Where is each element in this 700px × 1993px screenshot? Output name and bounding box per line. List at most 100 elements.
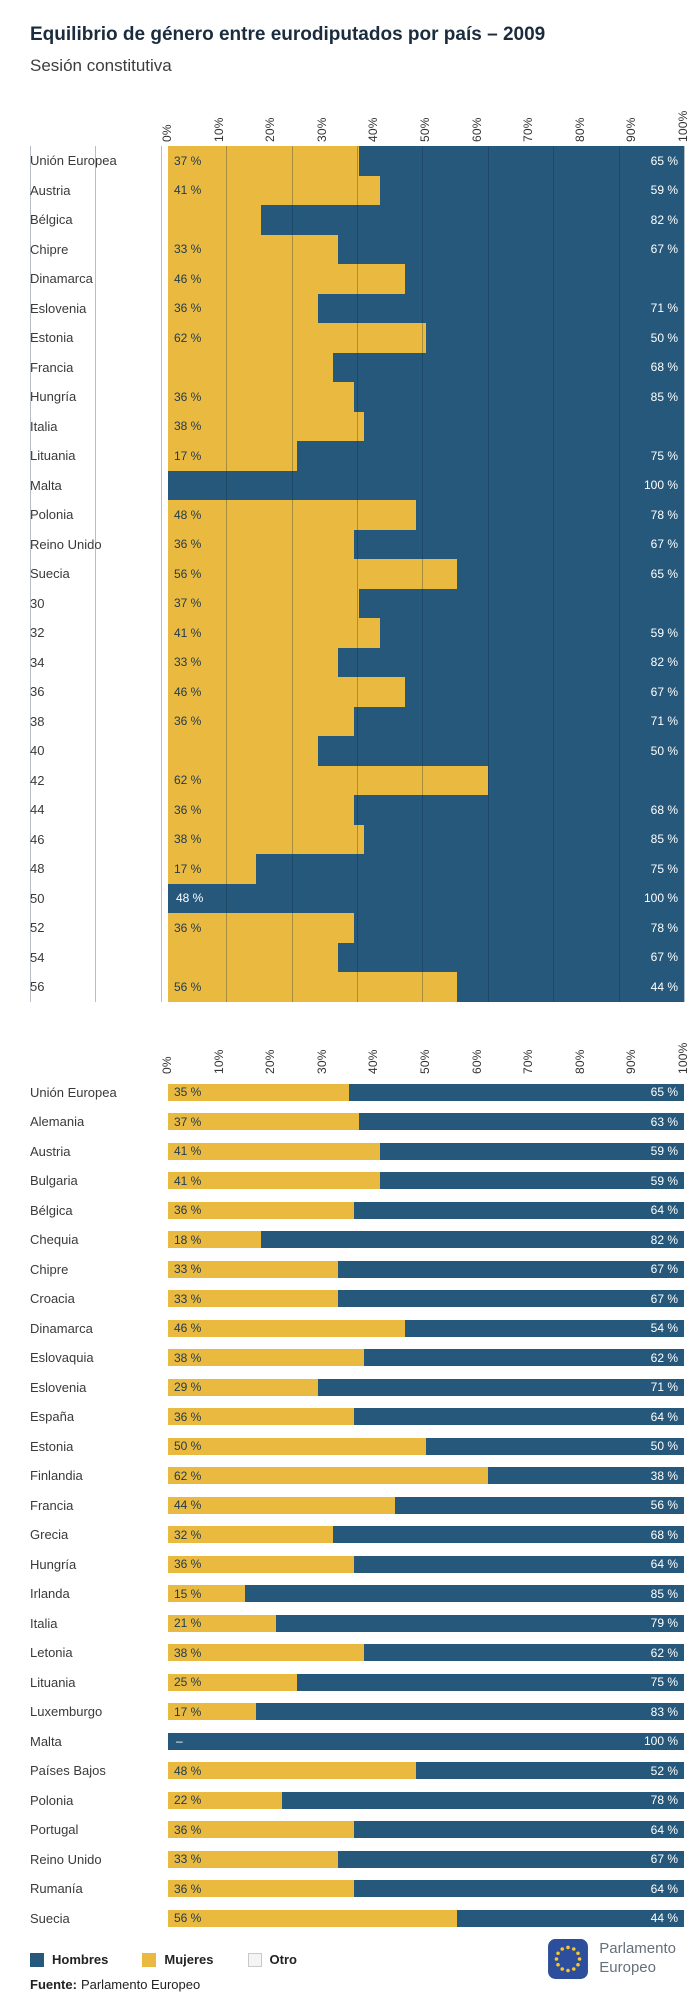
source-value: Parlamento Europeo xyxy=(80,1977,201,1992)
stacked-bar: 36 % 64 % xyxy=(168,1880,684,1898)
mujeres-segment xyxy=(168,1349,365,1367)
stacked-bar: 56 % 44 % xyxy=(168,972,684,1002)
mujeres-pct-label: 22 % xyxy=(174,1793,202,1808)
legend-label-mujeres: Mujeres xyxy=(164,1952,214,1967)
mujeres-segment xyxy=(168,352,334,382)
mujeres-segment xyxy=(168,795,354,825)
hombres-segment xyxy=(353,1201,684,1219)
hombres-pct-label: 67 % xyxy=(650,684,678,699)
bar-row: 34 33 % 82 % xyxy=(30,647,684,677)
stacked-bar: 33 % 67 % xyxy=(168,1290,684,1308)
hombres-pct-label: 85 % xyxy=(650,832,678,847)
mujeres-segment xyxy=(168,500,416,530)
hombres-segment xyxy=(405,1319,684,1337)
ep-logo-line2: Europeo xyxy=(599,1959,656,1976)
bar-row: Alemania 37 % 63 % xyxy=(30,1107,684,1137)
mujeres-pct-label: 46 % xyxy=(174,1321,202,1336)
x-axis-bottom: 0% 10% 20% 30% 40% 50% 60% 70% 80% 90% 100% xyxy=(160,1022,690,1078)
stacked-bar: 36 % 64 % xyxy=(168,1408,684,1426)
hombres-segment xyxy=(353,1880,684,1898)
axis-tick-label: 90% xyxy=(624,117,639,142)
stacked-bar: – 100 % xyxy=(168,1732,684,1750)
hombres-segment xyxy=(456,559,684,589)
stacked-bar: 29 % 71 % xyxy=(168,1378,684,1396)
stacked-bar: 36 % 64 % xyxy=(168,1555,684,1573)
stacked-bar: 67 % xyxy=(168,942,684,972)
hombres-segment xyxy=(364,1349,684,1367)
mujeres-pct-label: – xyxy=(176,1734,183,1749)
mujeres-segment xyxy=(168,1260,339,1278)
bar-row: Irlanda 15 % 85 % xyxy=(30,1579,684,1609)
hombres-pct-label: 54 % xyxy=(650,1321,678,1336)
stacked-bar: 36 % 71 % xyxy=(168,293,684,323)
mujeres-pct-label: 17 % xyxy=(174,448,202,463)
hombres-pct-label: 67 % xyxy=(650,242,678,257)
stacked-bar: 41 % 59 % xyxy=(168,618,684,648)
hombres-pct-label: 59 % xyxy=(650,183,678,198)
hombres-pct-label: 78 % xyxy=(650,1793,678,1808)
stacked-bar: 36 % 85 % xyxy=(168,382,684,412)
stacked-bar: 41 % 59 % xyxy=(168,1172,684,1190)
hombres-pct-label: 64 % xyxy=(650,1881,678,1896)
stacked-bar: 36 % 64 % xyxy=(168,1821,684,1839)
country-label: Unión Europea xyxy=(30,153,117,169)
bar-row: 40 50 % xyxy=(30,736,684,766)
bar-row: Croacia 33 % 67 % xyxy=(30,1284,684,1314)
mujeres-segment xyxy=(168,972,457,1002)
mujeres-segment xyxy=(168,1909,457,1927)
mujeres-pct-label: 36 % xyxy=(174,1822,202,1837)
mujeres-pct-label: 36 % xyxy=(174,389,202,404)
bar-row: Polonia 48 % 78 % xyxy=(30,500,684,530)
hombres-pct-label: 100 % xyxy=(643,1734,678,1749)
hombres-pct-label: 82 % xyxy=(650,655,678,670)
stacked-bar: 46 % xyxy=(168,264,684,294)
mujeres-pct-label: 62 % xyxy=(174,330,202,345)
mujeres-segment xyxy=(168,618,380,648)
country-label: Croacia xyxy=(30,1291,75,1307)
bar-row: Eslovenia 36 % 71 % xyxy=(30,293,684,323)
hombres-pct-label: 62 % xyxy=(650,1350,678,1365)
hombres-pct-label: 71 % xyxy=(650,301,678,316)
hombres-segment xyxy=(358,1113,684,1131)
mujeres-pct-label: 36 % xyxy=(174,1881,202,1896)
hombres-pct-label: 82 % xyxy=(650,212,678,227)
stacked-bar: 38 % 62 % xyxy=(168,1644,684,1662)
country-label: Malta xyxy=(30,1733,62,1749)
axis-tick-label: 50% xyxy=(418,1048,432,1074)
stacked-bar: 36 % 64 % xyxy=(168,1201,684,1219)
axis-tick-label: 0% xyxy=(160,124,174,142)
bar-row: 38 36 % 71 % xyxy=(30,706,684,736)
x-axis-top: 0% 10% 20% 30% 40% 50% 60% 70% 80% 90% 100% xyxy=(160,90,690,146)
bar-row: 42 62 % xyxy=(30,765,684,795)
mujeres-pct-label: 29 % xyxy=(174,1380,202,1395)
hombres-segment xyxy=(168,883,684,913)
hombres-pct-label: 62 % xyxy=(650,1645,678,1660)
hombres-segment xyxy=(353,1408,684,1426)
stacked-bar: 22 % 78 % xyxy=(168,1791,684,1809)
hombres-segment xyxy=(487,1467,684,1485)
stacked-bar: 48 % 78 % xyxy=(168,500,684,530)
stacked-bar: 18 % 82 % xyxy=(168,1231,684,1249)
axis-tick-label: 80% xyxy=(572,1048,587,1074)
mujeres-pct-label: 41 % xyxy=(174,625,202,640)
country-label: 46 xyxy=(30,831,45,847)
mujeres-segment xyxy=(168,1113,359,1131)
country-label: Italia xyxy=(30,418,58,434)
hombres-segment xyxy=(281,1791,684,1809)
hombres-segment xyxy=(379,1172,684,1190)
mujeres-pct-label: 62 % xyxy=(174,1468,202,1483)
mujeres-segment xyxy=(168,293,318,323)
bar-row: Hungría 36 % 64 % xyxy=(30,1550,684,1580)
country-label: Polonia xyxy=(30,1792,74,1808)
hombres-segment xyxy=(379,1142,684,1160)
mujeres-segment xyxy=(168,529,354,559)
mujeres-segment xyxy=(168,1319,406,1337)
country-label: Francia xyxy=(30,1497,74,1513)
bar-row: 30 37 % xyxy=(30,588,684,618)
hombres-segment xyxy=(358,588,684,618)
hombres-pct-label: 75 % xyxy=(650,1675,678,1690)
legend-item-mujeres: Mujeres xyxy=(142,1952,214,1967)
stacked-bar: 33 % 67 % xyxy=(168,1260,684,1278)
bar-row: Francia 68 % xyxy=(30,352,684,382)
country-label: Polonia xyxy=(30,507,74,523)
